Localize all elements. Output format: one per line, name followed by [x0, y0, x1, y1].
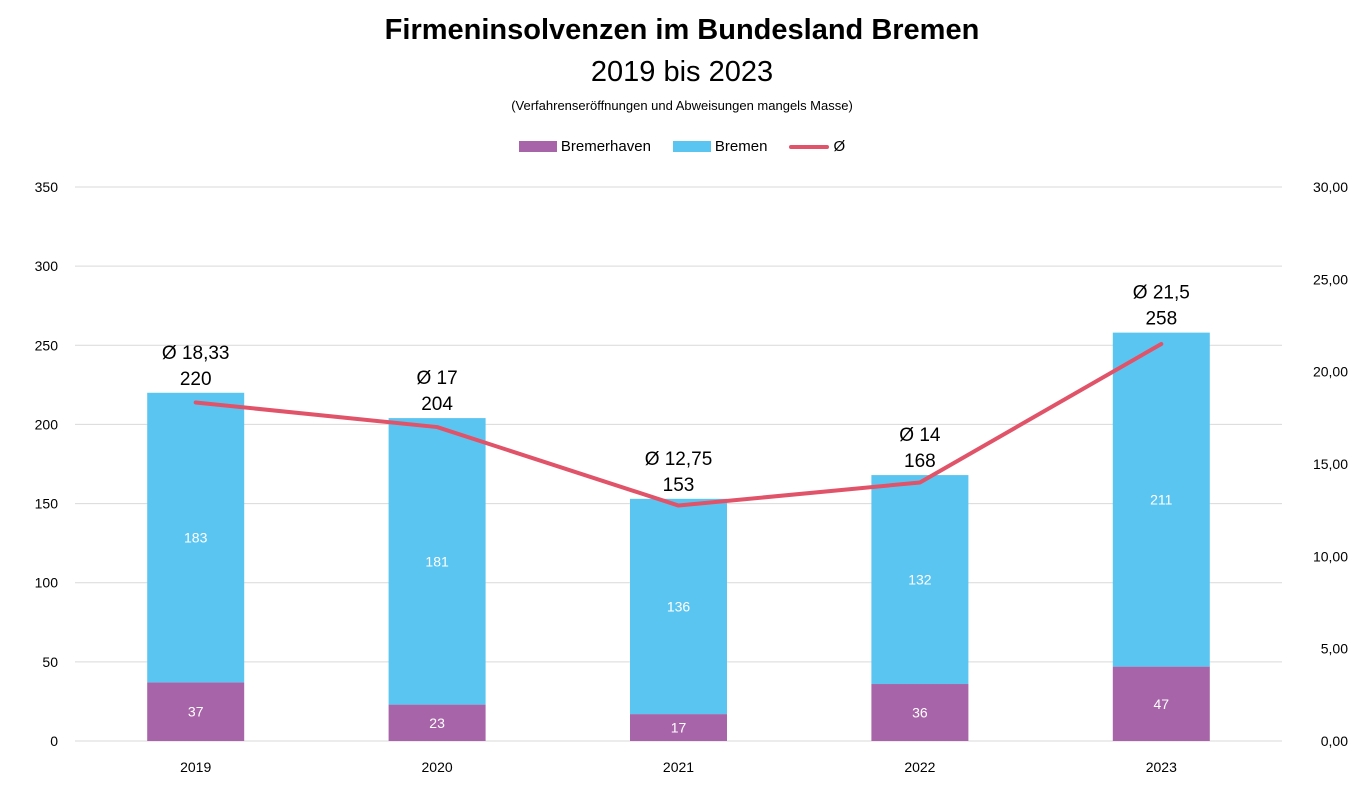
bar-bremerhaven — [630, 714, 727, 741]
bar-bremen — [630, 498, 727, 715]
legend: Bremerhaven Bremen Ø — [0, 138, 1364, 155]
x-tick-label: 2020 — [422, 759, 453, 775]
total-label: 220 — [180, 369, 212, 390]
y-tick-label: 150 — [35, 496, 59, 512]
bar-value-label: 36 — [912, 705, 928, 721]
legend-label: Ø — [833, 138, 846, 155]
bar-value-label: 181 — [425, 553, 449, 569]
y-tick-label: 100 — [35, 575, 59, 591]
y2-tick-label: 10,00 — [1313, 548, 1348, 564]
chart-subtitle: 2019 bis 2023 — [590, 56, 774, 88]
y2-tick-label: 5,00 — [1321, 641, 1348, 657]
y2-tick-label: 0,00 — [1321, 733, 1348, 749]
legend-item-average: Ø — [789, 138, 845, 155]
total-label: 168 — [904, 451, 936, 472]
x-tick-label: 2021 — [663, 759, 694, 775]
average-label: Ø 12,75 — [645, 449, 713, 470]
y-tick-label: 300 — [35, 258, 59, 274]
bar-value-label: 23 — [429, 715, 445, 731]
bar-bremerhaven — [871, 684, 969, 741]
x-tick-label: 2022 — [904, 759, 935, 775]
y2-tick-label: 30,00 — [1313, 179, 1348, 195]
y-tick-label: 0 — [50, 733, 58, 749]
total-label: 204 — [421, 394, 453, 415]
bar-value-label: 47 — [1154, 696, 1170, 712]
bar-value-label: 17 — [671, 720, 687, 736]
bar-bremerhaven — [147, 682, 245, 741]
x-tick-label: 2023 — [1146, 759, 1177, 775]
legend-swatch — [518, 141, 557, 152]
y-tick-label: 50 — [42, 654, 58, 670]
y2-tick-label: 20,00 — [1313, 364, 1348, 380]
average-label: Ø 17 — [416, 368, 457, 389]
bar-bremen — [1112, 332, 1210, 667]
y2-tick-label: 15,00 — [1313, 456, 1348, 472]
total-label: 153 — [663, 475, 695, 496]
bar-value-label: 132 — [908, 572, 932, 588]
average-label: Ø 14 — [899, 425, 941, 446]
bar-value-label: 211 — [1150, 492, 1173, 508]
legend-item-bremen: Bremen — [672, 138, 768, 155]
y-tick-label: 250 — [35, 337, 59, 353]
legend-swatch — [789, 144, 830, 149]
bar-bremerhaven — [388, 704, 486, 741]
bar-bremen — [147, 392, 245, 683]
bar-bremen — [871, 475, 969, 685]
legend-label: Bremen — [714, 138, 768, 155]
average-label: Ø 18,33 — [162, 343, 230, 364]
bar-value-label: 136 — [667, 598, 691, 614]
bar-value-label: 183 — [184, 530, 208, 546]
total-label: 258 — [1145, 309, 1177, 330]
legend-item-bremerhaven: Bremerhaven — [518, 138, 651, 155]
y2-tick-label: 25,00 — [1313, 271, 1348, 287]
bar-bremerhaven — [1112, 666, 1210, 741]
y-tick-label: 350 — [35, 179, 59, 195]
bar-value-label: 37 — [188, 704, 204, 720]
average-label: Ø 21,5 — [1133, 283, 1190, 304]
y-tick-label: 200 — [35, 416, 59, 432]
x-tick-label: 2019 — [180, 759, 211, 775]
chart-title: Firmeninsolvenzen im Bundesland Bremen — [384, 14, 980, 46]
legend-swatch — [672, 141, 711, 152]
legend-label: Bremerhaven — [560, 138, 651, 155]
bar-bremen — [388, 418, 486, 705]
chart-note: (Verfahrenseröffnungen und Abweisungen m… — [511, 98, 853, 113]
